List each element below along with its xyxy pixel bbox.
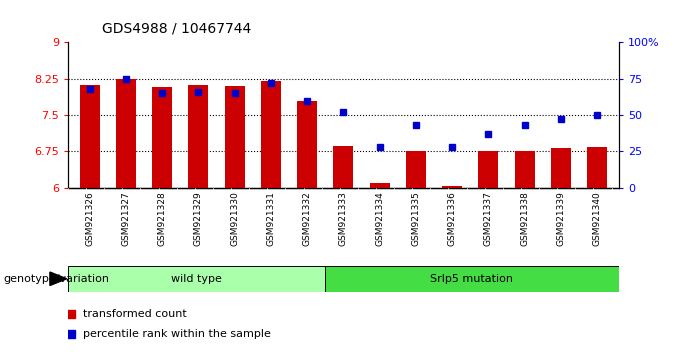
Text: GSM921337: GSM921337 — [484, 192, 493, 246]
Bar — [370, 183, 390, 188]
Bar — [479, 152, 498, 188]
Bar — [406, 152, 426, 188]
Text: GSM921340: GSM921340 — [592, 192, 602, 246]
Text: GSM921330: GSM921330 — [231, 192, 239, 246]
Text: genotype/variation: genotype/variation — [3, 274, 109, 284]
Bar — [442, 186, 462, 188]
Bar — [152, 87, 172, 188]
Bar — [297, 101, 317, 188]
Text: Srlp5 mutation: Srlp5 mutation — [430, 274, 513, 284]
Text: GSM921331: GSM921331 — [267, 192, 275, 246]
Text: transformed count: transformed count — [83, 309, 187, 319]
Text: GSM921334: GSM921334 — [375, 192, 384, 246]
Bar — [261, 81, 281, 188]
Text: GSM921338: GSM921338 — [520, 192, 529, 246]
Bar — [551, 148, 571, 188]
Text: GSM921333: GSM921333 — [339, 192, 348, 246]
Bar — [68, 266, 325, 292]
Bar — [80, 85, 100, 188]
Text: GSM921332: GSM921332 — [303, 192, 311, 246]
Text: GSM921327: GSM921327 — [122, 192, 131, 246]
Polygon shape — [50, 272, 67, 285]
Text: wild type: wild type — [171, 274, 222, 284]
Text: GSM921335: GSM921335 — [411, 192, 420, 246]
Bar — [224, 86, 245, 188]
Text: GDS4988 / 10467744: GDS4988 / 10467744 — [102, 21, 251, 35]
Bar — [333, 147, 354, 188]
Bar — [116, 79, 136, 188]
Bar — [325, 266, 619, 292]
Bar — [188, 85, 208, 188]
Text: percentile rank within the sample: percentile rank within the sample — [83, 329, 271, 339]
Text: GSM921329: GSM921329 — [194, 192, 203, 246]
Bar — [587, 148, 607, 188]
Bar — [515, 152, 534, 188]
Text: GSM921339: GSM921339 — [556, 192, 565, 246]
Text: GSM921328: GSM921328 — [158, 192, 167, 246]
Text: GSM921336: GSM921336 — [447, 192, 456, 246]
Text: GSM921326: GSM921326 — [85, 192, 95, 246]
